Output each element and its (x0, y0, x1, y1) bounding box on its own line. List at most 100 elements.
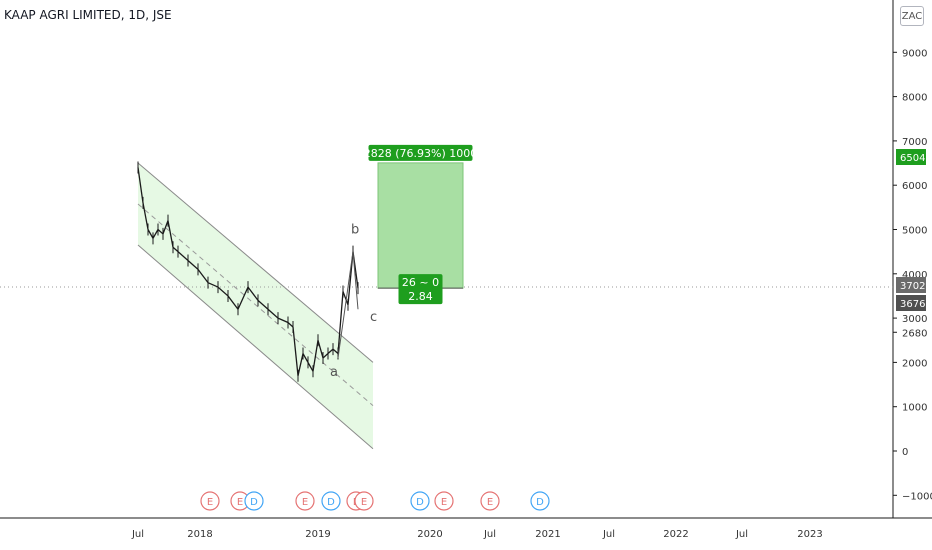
price-label-text: 3702 (900, 281, 925, 292)
price-label-text: 6504 (900, 153, 925, 164)
dividend-marker[interactable]: D (244, 491, 264, 511)
earnings-marker[interactable]: E (295, 491, 315, 511)
position-stats-badge (398, 274, 443, 305)
time-tick-label: 2018 (187, 529, 212, 540)
price-segment (172, 246, 179, 253)
price-tick-label: 7000 (902, 137, 927, 148)
price-segment (257, 299, 269, 310)
price-segment (312, 340, 319, 372)
dividend-marker[interactable]: D (321, 491, 341, 511)
position-target-label: 2828 (76.93%) 1000 (364, 147, 478, 160)
price-segment (302, 353, 309, 363)
price-segment (167, 220, 174, 248)
event-letter: E (302, 497, 308, 508)
price-segment (142, 202, 149, 230)
event-circle (321, 491, 341, 511)
price-segment (342, 291, 349, 306)
price-segment (292, 326, 299, 376)
price-segment (152, 229, 159, 239)
price-segment (307, 362, 314, 372)
currency-button[interactable]: ZAC (900, 6, 924, 26)
price-segment (322, 353, 329, 359)
event-letter: E (361, 497, 367, 508)
price-tick-label: −1000 (902, 491, 932, 502)
wave-label-a: a (330, 365, 338, 380)
time-tick-label: Jul (735, 529, 748, 540)
earnings-marker[interactable]: E (230, 491, 250, 511)
price-segment (157, 229, 164, 235)
price-label-text: 3676 (900, 299, 925, 310)
price-segment (297, 353, 304, 376)
event-circle (200, 491, 220, 511)
time-tick-label: 2019 (305, 529, 330, 540)
price-tick-label: 5000 (902, 226, 927, 237)
earnings-marker[interactable]: E (200, 491, 220, 511)
wave-segment (337, 251, 354, 359)
time-tick-label: 2021 (535, 529, 560, 540)
position-stats-line2: 2.84 (408, 290, 433, 303)
wave-segment (352, 251, 359, 310)
earnings-marker[interactable]: E (480, 491, 500, 511)
price-tick-label: 4000 (902, 270, 927, 281)
price-tick-label: 3000 (902, 314, 927, 325)
price-segment (247, 286, 259, 301)
price-segment (147, 229, 154, 239)
wave-label-b: b (351, 223, 359, 238)
event-circle (480, 491, 500, 511)
event-letter: E (487, 497, 493, 508)
price-segment (162, 220, 169, 235)
price-label-badge (896, 149, 926, 165)
price-tick-label: 8000 (902, 93, 927, 104)
event-circle (244, 491, 264, 511)
price-segment (327, 348, 334, 355)
event-letter: E (207, 497, 213, 508)
price-segment (227, 295, 239, 310)
symbol-title: KAAP AGRI LIMITED, 1D, JSE (4, 8, 172, 22)
price-tick-label: 6000 (902, 181, 927, 192)
price-segment (177, 251, 189, 261)
earnings-marker[interactable]: E (434, 491, 454, 511)
event-circle (354, 491, 374, 511)
event-circle (295, 491, 315, 511)
wave-label-c: c (370, 310, 377, 325)
event-letter: E (237, 497, 243, 508)
price-segment (337, 291, 344, 354)
price-segment (332, 348, 339, 355)
position-target-zone (377, 162, 464, 289)
position-stats-line1: 26 ~ 0 (402, 276, 439, 289)
position-target-badge (368, 144, 473, 161)
event-circle (410, 491, 430, 511)
time-tick-label: Jul (483, 529, 496, 540)
price-segment (267, 308, 279, 319)
price-segment (237, 286, 249, 310)
price-segment (187, 260, 199, 270)
event-letter: E (441, 497, 447, 508)
channel-fill (138, 163, 373, 449)
earnings-marker[interactable]: E (354, 491, 374, 511)
price-segment (217, 286, 229, 297)
price-segment (137, 167, 144, 204)
channel-midline (137, 203, 374, 406)
price-segment (207, 282, 219, 288)
price-tick-label: 1000 (902, 403, 927, 414)
event-letter: D (327, 497, 335, 508)
dividend-marker[interactable]: D (530, 491, 550, 511)
price-tick-label: 9000 (902, 48, 927, 59)
time-tick-label: 2023 (797, 529, 822, 540)
time-tick-label: 2022 (663, 529, 688, 540)
dividend-marker[interactable]: D (410, 491, 430, 511)
price-tick-label: 0 (902, 447, 908, 458)
event-circle (434, 491, 454, 511)
time-tick-label: 2020 (417, 529, 442, 540)
channel-upper-line (137, 162, 374, 363)
price-tick-label: 2680 (902, 328, 927, 339)
event-letter: D (250, 497, 258, 508)
time-tick-label: Jul (131, 529, 144, 540)
price-segment (197, 268, 209, 284)
event-letter: D (536, 497, 544, 508)
price-segment (317, 340, 324, 359)
price-label-badge (896, 277, 926, 293)
event-letter: D (416, 497, 424, 508)
event-circle (530, 491, 550, 511)
